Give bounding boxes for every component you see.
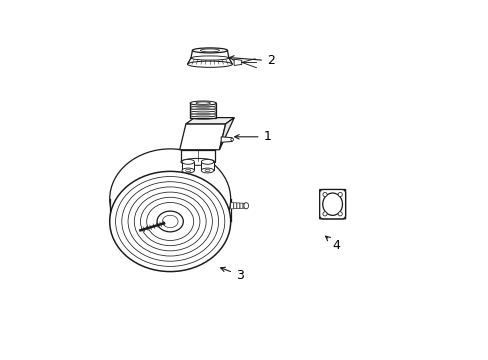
Circle shape — [322, 212, 326, 216]
Ellipse shape — [109, 149, 230, 249]
Point — [187, 56, 193, 60]
Text: 1: 1 — [234, 130, 271, 143]
Polygon shape — [201, 162, 213, 171]
Point — [220, 62, 226, 66]
Ellipse shape — [182, 159, 194, 164]
Point — [195, 56, 201, 60]
Line: 2 pts: 2 pts — [217, 58, 219, 64]
Polygon shape — [236, 203, 240, 208]
Polygon shape — [187, 58, 232, 64]
Polygon shape — [182, 162, 194, 171]
Circle shape — [338, 193, 342, 197]
Ellipse shape — [182, 168, 194, 173]
Ellipse shape — [192, 48, 227, 53]
Point — [199, 56, 205, 60]
Ellipse shape — [322, 193, 342, 215]
Ellipse shape — [196, 102, 210, 104]
FancyBboxPatch shape — [319, 189, 345, 219]
Ellipse shape — [204, 170, 209, 172]
Circle shape — [322, 193, 326, 197]
Point — [206, 56, 212, 60]
Point — [191, 56, 197, 60]
Text: 2: 2 — [229, 54, 274, 67]
Text: 3: 3 — [220, 267, 243, 282]
Point — [211, 62, 217, 66]
Point — [202, 62, 208, 66]
Ellipse shape — [109, 171, 230, 271]
Point — [206, 62, 212, 66]
Polygon shape — [181, 150, 214, 162]
Line: 2 pts: 2 pts — [228, 58, 232, 64]
Ellipse shape — [181, 158, 214, 165]
Line: 2 pts: 2 pts — [187, 58, 190, 64]
Point — [216, 62, 222, 66]
Polygon shape — [319, 189, 345, 219]
Ellipse shape — [157, 211, 183, 232]
Circle shape — [338, 212, 342, 216]
Point — [184, 62, 190, 66]
Ellipse shape — [185, 170, 190, 172]
Point — [195, 158, 201, 163]
Text: 4: 4 — [325, 236, 340, 252]
Polygon shape — [190, 103, 216, 118]
Point — [214, 56, 220, 60]
Point — [203, 56, 209, 60]
Polygon shape — [185, 118, 234, 124]
Line: 2 pts: 2 pts — [192, 58, 194, 64]
Ellipse shape — [201, 159, 213, 164]
Point — [225, 56, 231, 60]
Ellipse shape — [230, 138, 233, 141]
Line: 2 pts: 2 pts — [213, 58, 214, 64]
Ellipse shape — [201, 168, 213, 173]
Point — [198, 62, 203, 66]
Line: 2 pts: 2 pts — [205, 58, 206, 64]
Polygon shape — [233, 203, 236, 209]
Polygon shape — [243, 203, 246, 208]
Point — [210, 56, 216, 60]
Polygon shape — [179, 124, 225, 150]
Line: 2 pts: 2 pts — [201, 58, 202, 64]
Polygon shape — [219, 118, 234, 150]
Point — [224, 62, 230, 66]
Polygon shape — [234, 59, 241, 66]
Polygon shape — [230, 203, 233, 209]
Line: 2 pts: 2 pts — [221, 58, 223, 64]
Point — [229, 62, 235, 66]
Ellipse shape — [244, 203, 248, 209]
Line: 2 pts: 2 pts — [224, 58, 227, 64]
Polygon shape — [240, 203, 243, 208]
Ellipse shape — [190, 101, 216, 105]
Line: 2 pts: 2 pts — [196, 58, 198, 64]
Ellipse shape — [187, 61, 232, 67]
Point — [193, 62, 199, 66]
Point — [195, 148, 201, 152]
Polygon shape — [190, 50, 228, 58]
Point — [218, 56, 224, 60]
Polygon shape — [221, 137, 232, 142]
Point — [189, 62, 195, 66]
Point — [222, 56, 227, 60]
Ellipse shape — [190, 56, 228, 60]
